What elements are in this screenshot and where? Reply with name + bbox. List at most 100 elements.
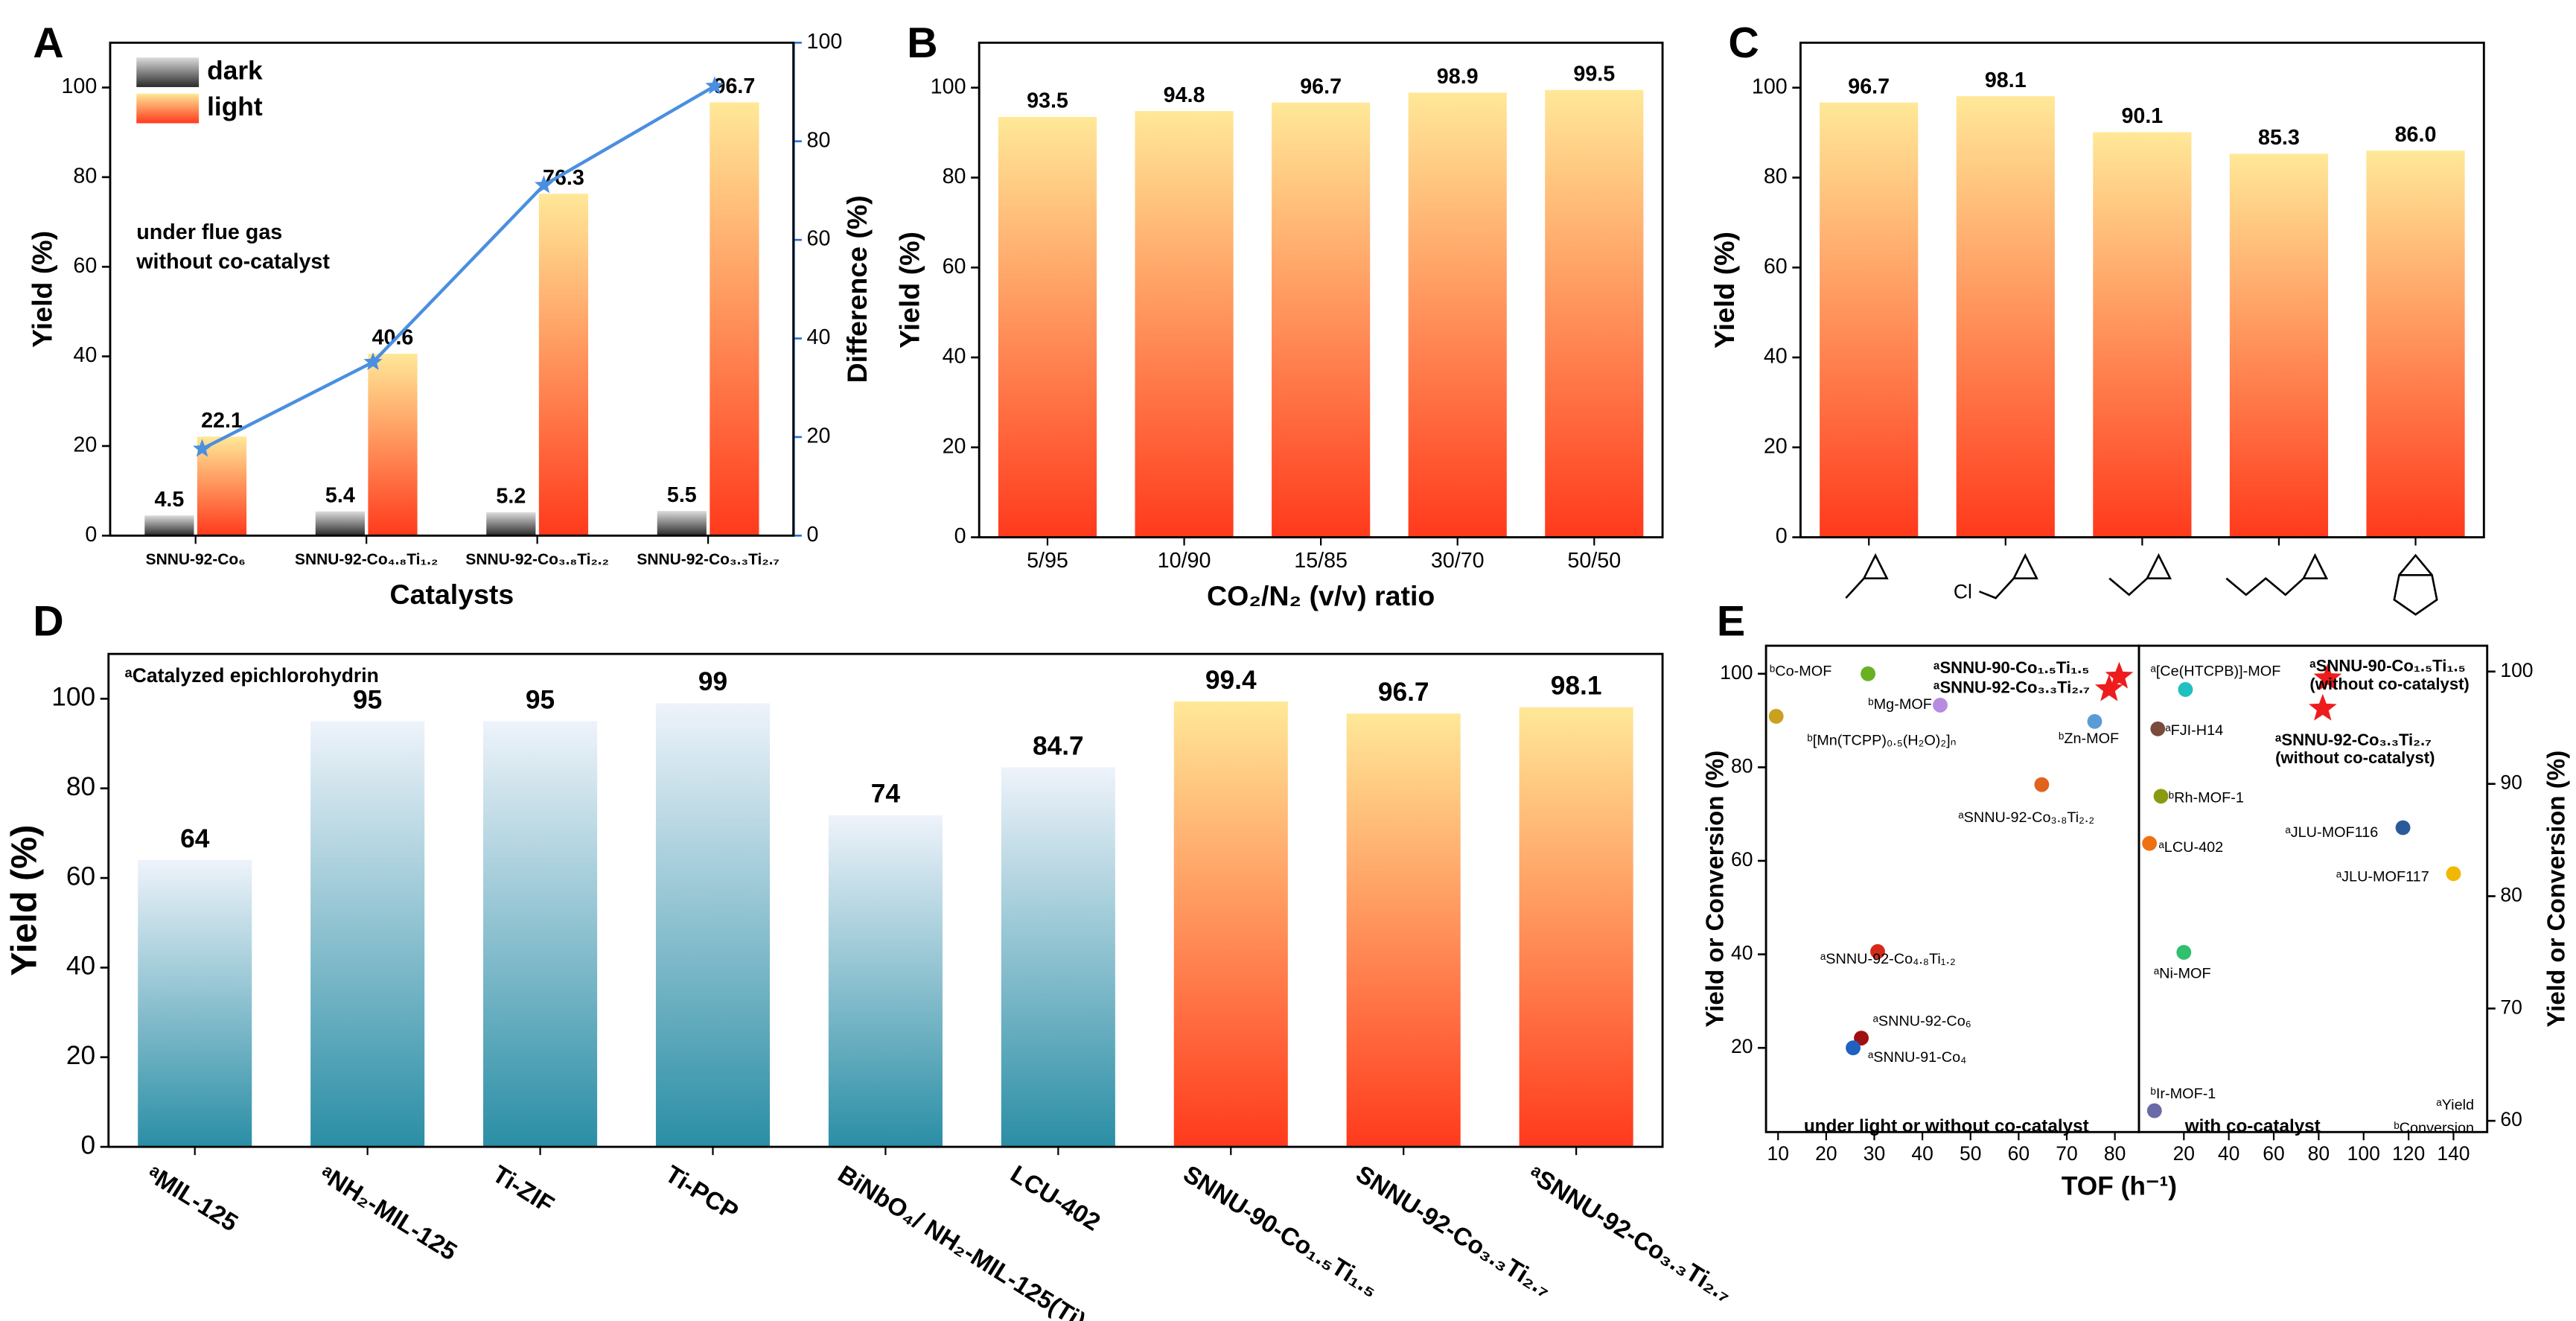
point [2395,820,2411,835]
x-tick-label: 5/95 [1027,549,1068,573]
y-tick-label: 90 [2500,771,2522,794]
bar [483,721,598,1147]
epoxide-ring [2301,553,2329,580]
point-label: ᵇ[Mn(TCPP)₀.₅(H₂O)₂]ₙ [1807,732,1956,748]
y-tick-label: 100 [51,683,95,712]
value-label: 95 [526,685,555,714]
bar [1519,707,1633,1147]
x-tick-label: Ti-ZIF [488,1160,558,1219]
y-tick-label: 20 [66,1041,95,1070]
y-tick-label: 40 [807,325,831,349]
point [1846,1040,1861,1056]
x-tick-label: 80 [2308,1142,2330,1165]
value-label: 76.3 [543,166,584,190]
y-tick-label: 100 [1752,74,1788,98]
point [2087,713,2102,729]
y-tick-label: 80 [807,128,831,152]
y-tick-label: 100 [807,30,843,54]
x-tick-label: 60 [2008,1142,2030,1165]
y-tick-label: 60 [1764,255,1788,278]
y-tick-label: 40 [1764,345,1788,369]
y-tick-label: 0 [85,523,97,547]
point-label: ᵃ[Ce(HTCPB)]-MOF [2150,663,2280,680]
value-label: 95 [353,685,382,714]
value-label: 5.4 [325,484,355,508]
bar [315,511,365,536]
bar [1135,111,1234,538]
bar [1820,102,1919,538]
y-tick-label: 40 [1731,942,1753,964]
y-tick-label: 60 [943,255,966,278]
star-marker [192,439,212,457]
star-point [2308,693,2337,721]
x-tick-label: 20 [1815,1142,1837,1165]
bar [1346,713,1461,1147]
y-tick-label: 100 [61,74,97,98]
point [2146,1103,2162,1118]
plot-frame [2137,644,2489,1133]
x-tick-label: 20 [2173,1142,2195,1165]
annotation: ᵃYield [2436,1097,2474,1113]
bar [1545,89,1644,538]
value-label: 84.7 [1033,731,1084,760]
bar [1173,701,1288,1147]
x-tick-label: ᵃSNNU-92-Co₃.₃Ti₂.₇ [1523,1160,1737,1308]
molecule-drawing [2108,553,2172,596]
x-tick-label: SNNU-92-Co₆ [146,551,246,568]
molecule-drawing [1978,553,2038,599]
annotation: under light or without co-catalyst [1804,1116,2089,1136]
annotation: ᵃCatalyzed epichlorohydrin [125,664,379,687]
annotation: without co-catalyst [136,250,330,274]
star-marker [705,76,724,95]
legend-label: light [207,92,263,121]
y-tick-label: 20 [943,434,966,458]
axis-title: Yield or Conversion (%) [2542,751,2570,1028]
point [2153,789,2169,804]
x-tick-label: 30 [1864,1142,1885,1165]
y-tick-label: 80 [73,164,97,188]
y-tick-label: 40 [73,343,97,367]
value-label: 96.7 [1848,74,1890,98]
axis-title: Yield or Conversion (%) [1702,751,1729,1028]
bar [310,721,425,1147]
value-label: 94.8 [1164,83,1205,107]
chain [1845,577,1865,599]
point-note: (without co-catalyst) [2275,748,2435,767]
x-tick-label: 10/90 [1158,549,1211,573]
y-tick-label: 100 [1720,661,1753,684]
bar [486,512,536,536]
panel-letter: A [33,19,63,67]
x-tick-label: ᵃMIL-125 [142,1160,243,1237]
point [1768,709,1784,724]
x-tick-label: 120 [2392,1142,2425,1165]
point [1854,1031,1869,1045]
molecule-drawing [1845,553,1889,599]
value-label: 64 [180,824,210,853]
bar [710,102,759,536]
y-tick-label: 60 [807,227,831,251]
point-label: ᵃJLU-MOF116 [2285,824,2378,841]
point-label: ᵃSNNU-92-Co₃.₃Ti₂.₇ [2275,730,2432,749]
bar [368,353,418,536]
epoxide-ring [2145,553,2172,580]
y-tick-label: 20 [1731,1035,1753,1057]
y-tick-label: 40 [66,952,95,981]
axis-title: TOF (h⁻¹) [2062,1172,2177,1201]
bar [538,194,589,536]
value-label: 93.5 [1027,89,1068,113]
y-tick-label: 80 [1731,754,1753,777]
x-tick-label: Ti-PCP [660,1160,743,1226]
y-tick-label: 40 [943,345,966,369]
point-label: ᵃSNNU-92-Co₆ [1873,1013,1971,1030]
value-label: 96.7 [714,74,756,98]
point [1861,666,1876,681]
ring [2393,553,2438,616]
molecule-drawing [2393,553,2438,616]
y-tick-label: 0 [807,523,819,547]
point-label: ᵃSNNU-92-Co₄.₈Ti₁.₂ [1820,951,1956,967]
point-label: ᵃSNNU-90-Co₁.₅Ti₁.₅ [2309,657,2465,675]
bar [655,703,771,1147]
bar [1408,92,1507,538]
y-tick-label: 60 [66,862,95,891]
value-label: 22.1 [201,409,243,433]
